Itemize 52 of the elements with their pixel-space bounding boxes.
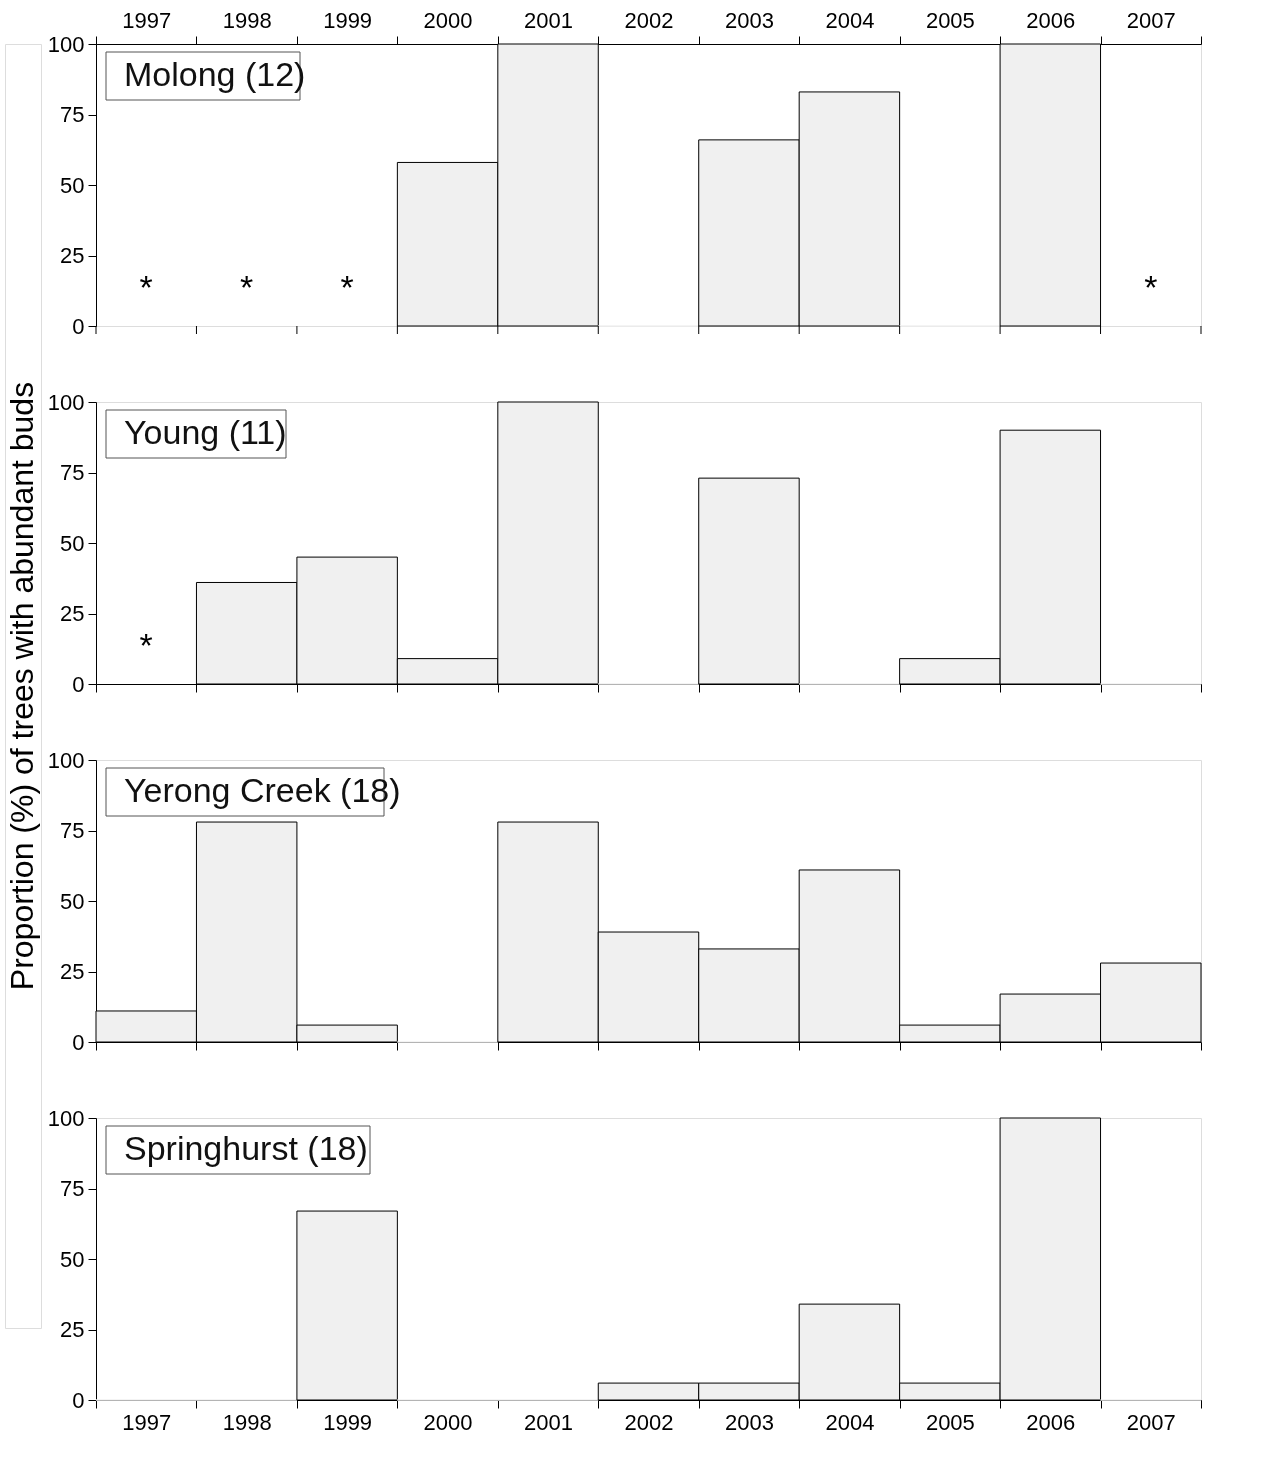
annotation: * bbox=[240, 267, 254, 306]
y-tick-label: 100 bbox=[47, 389, 85, 415]
annotation: * bbox=[340, 267, 354, 306]
chart-title: Springhurst (18) bbox=[124, 1129, 368, 1167]
y-tick-label: 25 bbox=[60, 601, 85, 626]
y-tick-label: 75 bbox=[60, 1176, 85, 1201]
y-tick-label: 75 bbox=[60, 460, 85, 485]
y-tick-label: 100 bbox=[47, 31, 85, 57]
x-tick-label: 2006 bbox=[1026, 7, 1076, 33]
x-tick-label: 1999 bbox=[323, 7, 373, 33]
x-tick-label: 1997 bbox=[122, 1409, 172, 1435]
x-tick-label: 2003 bbox=[724, 7, 774, 33]
y-tick-label: 100 bbox=[47, 747, 85, 773]
y-tick-label: 0 bbox=[72, 313, 85, 339]
y-tick-label: 50 bbox=[60, 888, 85, 914]
x-tick-label: 2001 bbox=[524, 7, 574, 33]
annotation: * bbox=[139, 625, 153, 664]
x-tick-label: 1998 bbox=[222, 1409, 272, 1435]
x-tick-label: 2002 bbox=[624, 1409, 674, 1435]
x-tick-label: 2002 bbox=[624, 7, 674, 33]
y-tick-label: 25 bbox=[60, 243, 85, 268]
x-tick-label: 2004 bbox=[825, 1409, 875, 1435]
x-tick-label: 2001 bbox=[524, 1409, 574, 1435]
y-tick-label: 50 bbox=[60, 1246, 85, 1272]
annotation: * bbox=[139, 267, 153, 306]
x-tick-label: 2000 bbox=[423, 1409, 473, 1435]
x-tick-label: 2003 bbox=[724, 1409, 774, 1435]
y-tick-label: 0 bbox=[72, 1029, 85, 1055]
x-tick-label: 1997 bbox=[122, 7, 172, 33]
x-tick-label: 2005 bbox=[925, 1409, 975, 1435]
y-tick-label: 25 bbox=[60, 959, 85, 984]
x-tick-label: 1999 bbox=[323, 1409, 373, 1435]
x-tick-label: 2000 bbox=[423, 7, 473, 33]
y-tick-label: 50 bbox=[60, 530, 85, 556]
y-tick-label: 0 bbox=[72, 1387, 85, 1413]
y-tick-label: 75 bbox=[60, 818, 85, 843]
x-tick-label: 2007 bbox=[1126, 1409, 1176, 1435]
y-tick-label: 75 bbox=[60, 102, 85, 127]
annotation: * bbox=[1144, 267, 1158, 306]
x-tick-label: 2007 bbox=[1126, 7, 1176, 33]
x-tick-label: 2004 bbox=[825, 7, 875, 33]
x-tick-label: 1998 bbox=[222, 7, 272, 33]
x-tick-label: 2005 bbox=[925, 7, 975, 33]
y-tick-label: 100 bbox=[47, 1105, 85, 1131]
y-tick-label: 50 bbox=[60, 172, 85, 198]
chart-title: Yerong Creek (18) bbox=[124, 771, 401, 809]
y-tick-label: 25 bbox=[60, 1317, 85, 1342]
y-axis-title: Proportion (%) of trees with abundant buds bbox=[4, 381, 40, 991]
y-tick-label: 0 bbox=[72, 671, 85, 697]
x-tick-label: 2006 bbox=[1026, 1409, 1076, 1435]
chart-title: Young (11) bbox=[124, 413, 287, 451]
chart-title: Molong (12) bbox=[124, 55, 306, 93]
